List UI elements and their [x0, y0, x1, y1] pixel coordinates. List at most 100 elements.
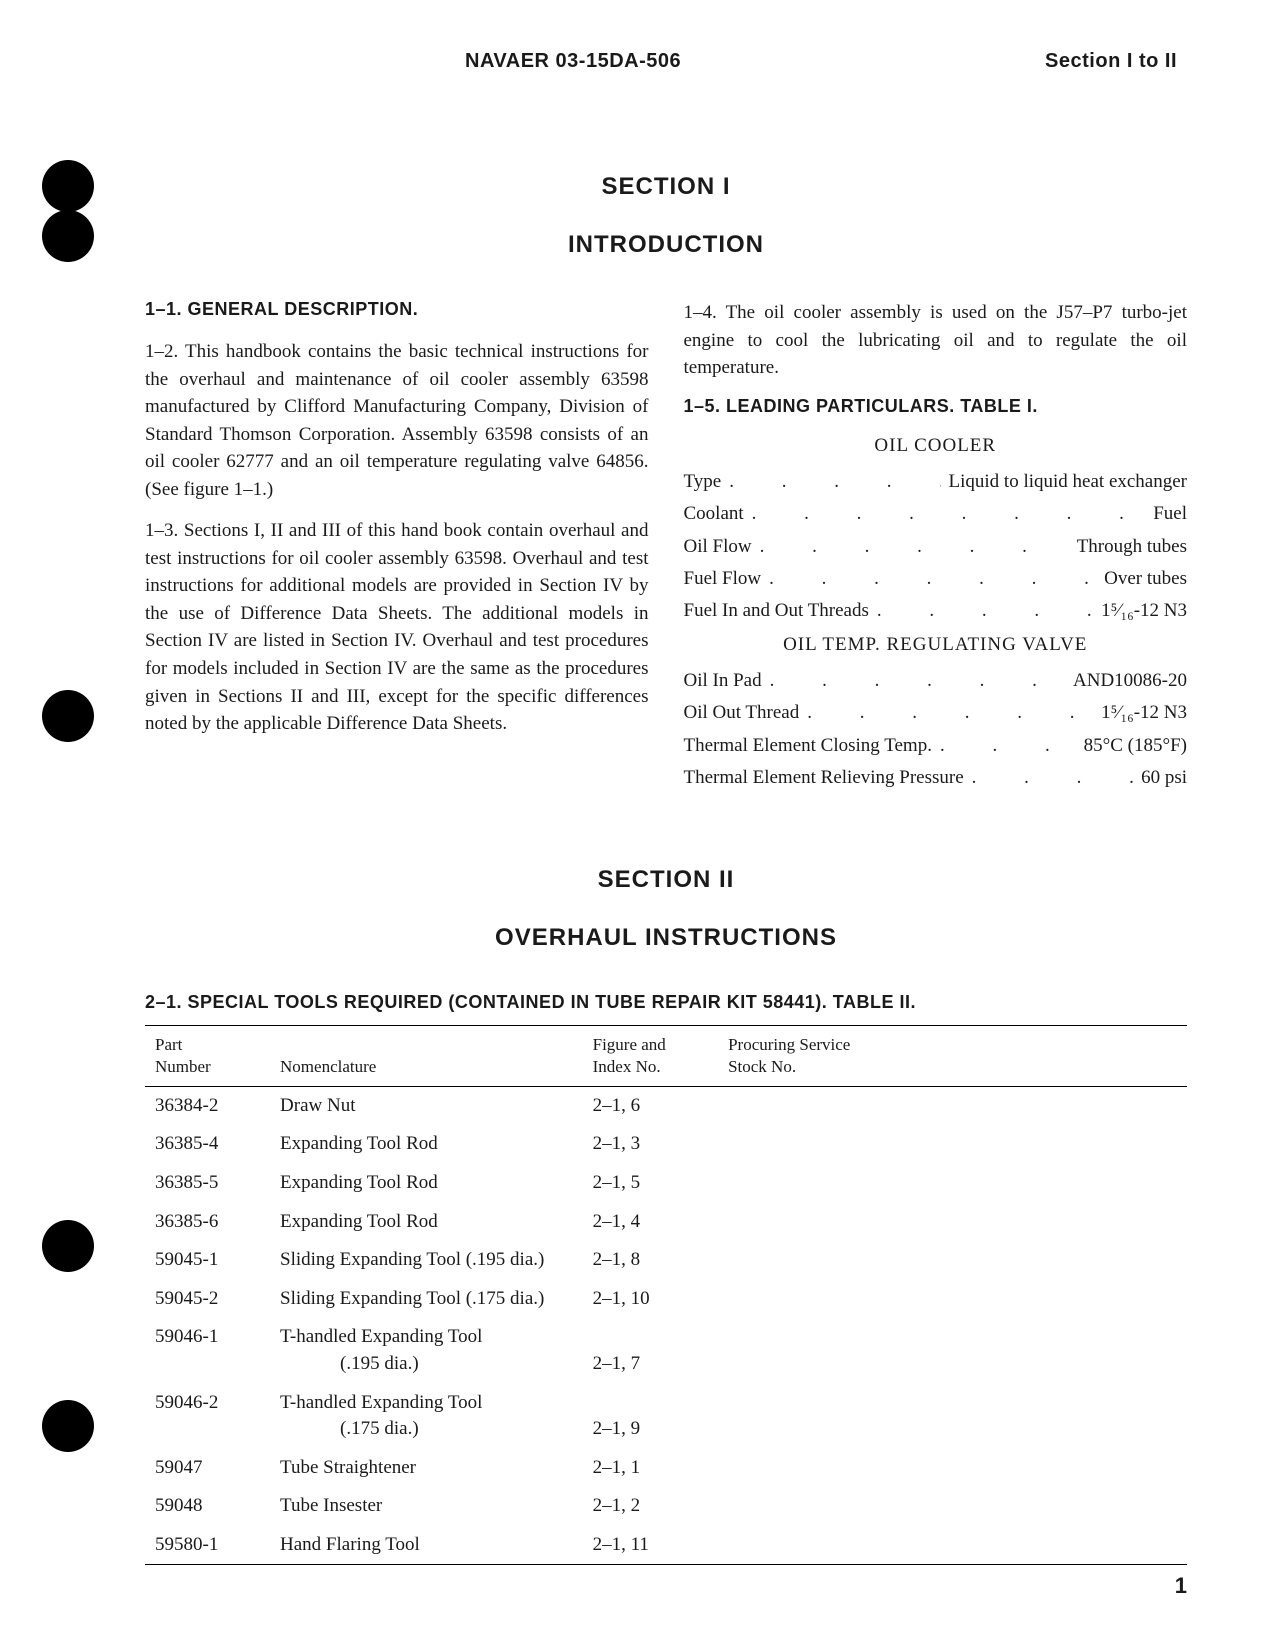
- two-column-layout: 1–1. GENERAL DESCRIPTION. 1–2. This hand…: [145, 299, 1187, 796]
- cell-part: 36385-5: [145, 1164, 270, 1203]
- cell-stock: [718, 1526, 1187, 1565]
- table-header-row: PartNumber Nomenclature Figure andIndex …: [145, 1025, 1187, 1086]
- cell-stock: [718, 1280, 1187, 1319]
- doc-id: NAVAER 03-15DA-506: [465, 50, 681, 73]
- spec-label: Oil Flow: [684, 532, 752, 561]
- section-2-title: SECTION II: [145, 866, 1187, 894]
- cell-nom: Tube Straightener: [270, 1449, 583, 1488]
- spec-value: 1⁵⁄₁₆-12 N3: [1101, 596, 1187, 625]
- section-1-title: SECTION I: [145, 173, 1187, 201]
- table-row: 36385-5Expanding Tool Rod2–1, 5: [145, 1164, 1187, 1203]
- spec-label: Oil Out Thread: [684, 698, 800, 727]
- spec-value: 85°C (185°F): [1084, 731, 1187, 760]
- cell-part: 59045-2: [145, 1280, 270, 1319]
- cell-part: 59045-1: [145, 1241, 270, 1280]
- specs-cooler: Type Liquid to liquid heat exchanger Coola…: [684, 467, 1188, 626]
- spec-dots: [972, 763, 1133, 792]
- spec-row: Oil Flow Through tubes: [684, 532, 1188, 561]
- cell-part: 59047: [145, 1449, 270, 1488]
- spec-dots: [760, 532, 1069, 561]
- cell-fig: 2–1, 4: [583, 1203, 718, 1242]
- cell-stock: [718, 1125, 1187, 1164]
- spec-label: Thermal Element Closing Temp.: [684, 731, 932, 760]
- para-1-3: 1–3. Sections I, II and III of this hand…: [145, 517, 649, 737]
- spec-value: Over tubes: [1104, 564, 1187, 593]
- cell-part: 36385-6: [145, 1203, 270, 1242]
- cell-fig: 2–1, 1: [583, 1449, 718, 1488]
- cell-stock: [718, 1487, 1187, 1526]
- heading-1-5: 1–5. LEADING PARTICULARS. TABLE I.: [684, 396, 1188, 417]
- spec-value: AND10086-20: [1073, 666, 1187, 695]
- spec-value: 1⁵⁄₁₆-12 N3: [1101, 698, 1187, 727]
- table-row: 59045-1Sliding Expanding Tool (.195 dia.…: [145, 1241, 1187, 1280]
- table-row: 36385-6Expanding Tool Rod2–1, 4: [145, 1203, 1187, 1242]
- spec-row: Fuel FlowOver tubes: [684, 564, 1188, 593]
- punch-hole: [42, 210, 94, 262]
- spec-value: Fuel: [1153, 499, 1187, 528]
- right-column: 1–4. The oil cooler assembly is used on …: [684, 299, 1188, 796]
- spec-dots: [752, 499, 1146, 528]
- section-2: SECTION II OVERHAUL INSTRUCTIONS 2–1. SP…: [145, 866, 1187, 1566]
- col-header-part: PartNumber: [145, 1025, 270, 1086]
- cell-nom: Expanding Tool Rod: [270, 1125, 583, 1164]
- cell-part: 36384-2: [145, 1086, 270, 1125]
- table-row: 59580-1Hand Flaring Tool2–1, 11: [145, 1526, 1187, 1565]
- cell-nom: Draw Nut: [270, 1086, 583, 1125]
- cell-part: 59048: [145, 1487, 270, 1526]
- page-header: NAVAER 03-15DA-506 Section I to II: [145, 50, 1187, 73]
- cell-fig: 2–1, 3: [583, 1125, 718, 1164]
- spec-row: Type Liquid to liquid heat exchanger: [684, 467, 1188, 496]
- cell-fig: 2–1, 5: [583, 1164, 718, 1203]
- spec-value: Through tubes: [1077, 532, 1187, 561]
- cell-part: 59046-1: [145, 1318, 270, 1383]
- spec-label: Thermal Element Relieving Pressure: [684, 763, 964, 792]
- spec-row: Thermal Element Closing Temp. 85°C (185°F…: [684, 731, 1188, 760]
- table-row: 59048Tube Insester2–1, 2: [145, 1487, 1187, 1526]
- tools-tbody: 36384-2Draw Nut2–1, 636385-4Expanding To…: [145, 1086, 1187, 1565]
- spec-label: Type: [684, 467, 722, 496]
- para-1-4: 1–4. The oil cooler assembly is used on …: [684, 299, 1188, 382]
- table-row: 59046-1T-handled Expanding Tool(.195 dia…: [145, 1318, 1187, 1383]
- para-1-2: 1–2. This handbook contains the basic te…: [145, 338, 649, 503]
- spec-row: Fuel In and Out Threads 1⁵⁄₁₆-12 N3: [684, 596, 1188, 625]
- cell-nom: T-handled Expanding Tool(.195 dia.): [270, 1318, 583, 1383]
- cell-stock: [718, 1318, 1187, 1383]
- spec-row: Coolant Fuel: [684, 499, 1188, 528]
- cell-nom: Expanding Tool Rod: [270, 1164, 583, 1203]
- cell-fig: 2–1, 10: [583, 1280, 718, 1319]
- cell-fig: 2–1, 7: [583, 1318, 718, 1383]
- spec-value: Liquid to liquid heat exchanger: [949, 467, 1187, 496]
- spec-dots: [769, 564, 1096, 593]
- punch-hole: [42, 690, 94, 742]
- spec-value: 60 psi: [1141, 763, 1187, 792]
- cell-stock: [718, 1086, 1187, 1125]
- cell-fig: 2–1, 8: [583, 1241, 718, 1280]
- spec-row: Oil In Pad AND10086-20: [684, 666, 1188, 695]
- page-number: 1: [1175, 1573, 1187, 1599]
- cell-fig: 2–1, 2: [583, 1487, 718, 1526]
- section-ref: Section I to II: [1045, 50, 1177, 73]
- section-1: SECTION I INTRODUCTION 1–1. GENERAL DESC…: [145, 173, 1187, 796]
- table-2-heading: 2–1. SPECIAL TOOLS REQUIRED (CONTAINED I…: [145, 992, 1187, 1013]
- spec-dots: [877, 596, 1093, 625]
- cell-stock: [718, 1241, 1187, 1280]
- cell-stock: [718, 1164, 1187, 1203]
- spec-row: Oil Out Thread 1⁵⁄₁₆-12 N3: [684, 698, 1188, 727]
- spec-label: Oil In Pad: [684, 666, 762, 695]
- section-2-subtitle: OVERHAUL INSTRUCTIONS: [145, 924, 1187, 952]
- punch-hole: [42, 160, 94, 212]
- spec-heading-valve: OIL TEMP. REGULATING VALVE: [684, 634, 1188, 656]
- spec-label: Coolant: [684, 499, 744, 528]
- cell-fig: 2–1, 6: [583, 1086, 718, 1125]
- spec-dots: [807, 698, 1093, 727]
- table-row: 36385-4Expanding Tool Rod2–1, 3: [145, 1125, 1187, 1164]
- section-1-subtitle: INTRODUCTION: [145, 231, 1187, 259]
- cell-nom: Sliding Expanding Tool (.195 dia.): [270, 1241, 583, 1280]
- col-header-fig: Figure andIndex No.: [583, 1025, 718, 1086]
- cell-stock: [718, 1203, 1187, 1242]
- spec-label: Fuel In and Out Threads: [684, 596, 869, 625]
- cell-stock: [718, 1384, 1187, 1449]
- cell-nom: T-handled Expanding Tool(.175 dia.): [270, 1384, 583, 1449]
- table-row: 59047Tube Straightener2–1, 1: [145, 1449, 1187, 1488]
- cell-nom: Hand Flaring Tool: [270, 1526, 583, 1565]
